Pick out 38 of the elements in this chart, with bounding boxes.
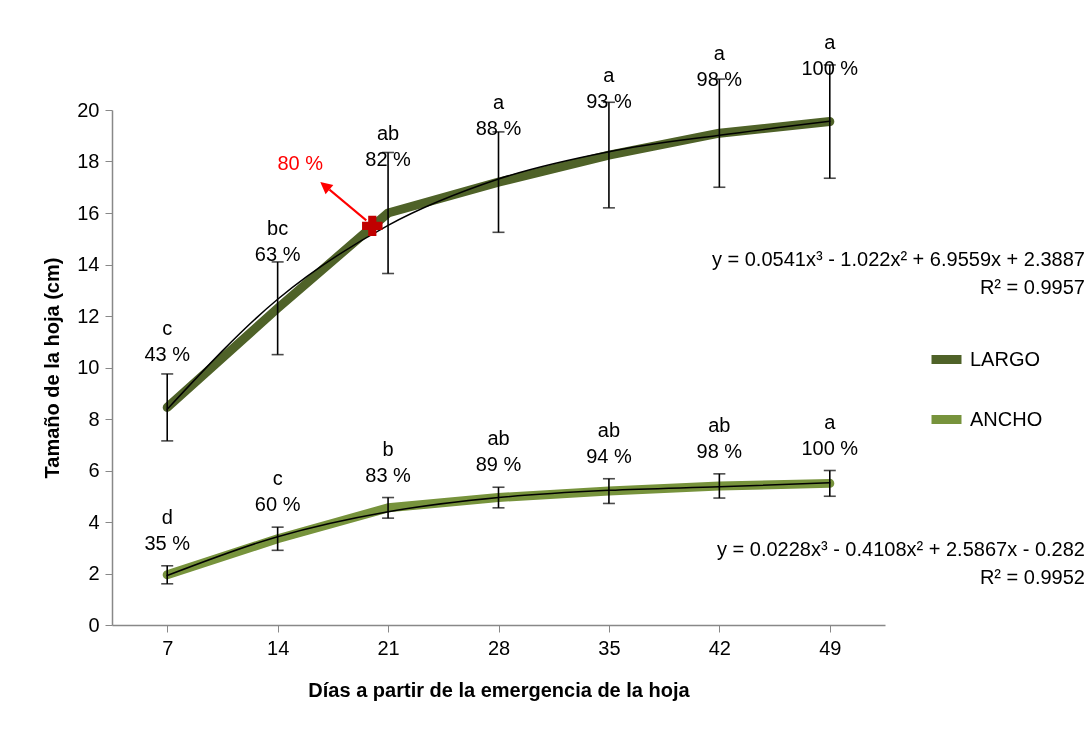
data-label: a 98 % [696, 42, 743, 91]
x-tick-label: 7 [162, 636, 174, 659]
y-tick-label: 14 [77, 253, 100, 275]
data-label: d 35 % [144, 505, 191, 554]
y-tick-label: 16 [77, 201, 100, 224]
y-axis-title: Tamaño de la hoja (cm) [41, 257, 64, 479]
x-tick-label: 49 [819, 636, 842, 659]
y-tick-label: 6 [88, 459, 100, 481]
y-tick-label: 8 [88, 407, 100, 430]
x-tick-label: 21 [377, 636, 400, 659]
x-tick-label: 42 [708, 636, 731, 659]
y-tick-label: 4 [88, 510, 100, 533]
data-label: c 43 % [144, 316, 191, 365]
y-tick-label: 0 [88, 613, 100, 636]
data-label: ab 98 % [696, 413, 743, 462]
data-label: ab 89 % [475, 427, 522, 476]
annotation: y = 0.0228x³ - 0.4108x² + 2.5867x - 0.282 R² = 0.9952 [716, 538, 1085, 588]
data-label: a 93 % [586, 64, 632, 113]
data-label: a 100 % [801, 410, 859, 459]
data-label: c 60 % [254, 467, 301, 516]
data-label: b 83 % [365, 437, 412, 486]
data-label: bc 63 % [254, 217, 301, 266]
data-label: ab 94 % [586, 418, 632, 467]
x-tick-label: 28 [487, 636, 511, 659]
data-label: a 88 % [475, 91, 522, 140]
data-label: ab 82 % [365, 122, 412, 171]
annotation: 80 % [277, 151, 324, 174]
x-tick-label: 35 [598, 636, 621, 659]
annotation: y = 0.0541x³ - 1.022x² + 6.9559x + 2.3887 R² = 0.9957 [711, 248, 1085, 298]
y-tick-label: 10 [77, 356, 100, 378]
legend-label: ANCHO [970, 407, 1043, 430]
x-tick-label: 14 [267, 636, 290, 659]
y-tick-label: 2 [88, 562, 100, 584]
legend-label: LARGO [970, 347, 1041, 370]
y-tick-label: 18 [77, 150, 100, 172]
y-tick-label: 20 [77, 98, 100, 121]
y-tick-label: 12 [77, 304, 100, 327]
x-axis-title: Días a partir de la emergencia de la hoja [308, 678, 691, 701]
